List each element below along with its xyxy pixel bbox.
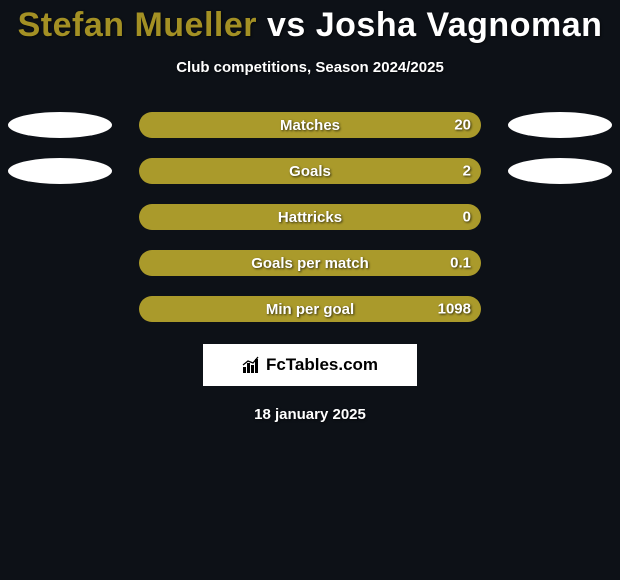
stat-row: Goals per match0.1	[0, 250, 620, 276]
stat-row: Matches20	[0, 112, 620, 138]
stat-value-right: 1098	[438, 301, 471, 318]
stat-bar: Min per goal	[139, 296, 481, 322]
stat-value-right: 20	[454, 117, 471, 134]
stat-label: Hattricks	[139, 204, 481, 230]
stat-value-right: 2	[463, 163, 471, 180]
stat-label: Goals	[139, 158, 481, 184]
bar-chart-icon	[242, 356, 262, 374]
page-title: Stefan Mueller vs Josha Vagnoman	[18, 6, 603, 45]
player2-name: Josha Vagnoman	[316, 6, 603, 44]
stat-bar: Goals per match	[139, 250, 481, 276]
left-marker	[8, 112, 112, 138]
vs-text: vs	[267, 6, 306, 44]
date-text: 18 january 2025	[254, 406, 366, 423]
stat-row: Hattricks0	[0, 204, 620, 230]
stat-value-right: 0	[463, 209, 471, 226]
comparison-card: Stefan Mueller vs Josha Vagnoman Club co…	[0, 0, 620, 580]
branding-text: FcTables.com	[266, 355, 378, 375]
left-marker	[8, 158, 112, 184]
stat-label: Matches	[139, 112, 481, 138]
stat-row: Goals2	[0, 158, 620, 184]
stat-bar: Hattricks	[139, 204, 481, 230]
stat-label: Min per goal	[139, 296, 481, 322]
stat-rows: Matches20Goals2Hattricks0Goals per match…	[0, 112, 620, 322]
right-marker	[508, 158, 612, 184]
stat-row: Min per goal1098	[0, 296, 620, 322]
stat-bar: Goals	[139, 158, 481, 184]
branding-box: FcTables.com	[203, 344, 417, 386]
stat-bar: Matches	[139, 112, 481, 138]
player1-name: Stefan Mueller	[18, 6, 257, 44]
stat-value-right: 0.1	[450, 255, 471, 272]
subtitle: Club competitions, Season 2024/2025	[176, 59, 444, 76]
right-marker	[508, 112, 612, 138]
stat-label: Goals per match	[139, 250, 481, 276]
branding-inner: FcTables.com	[205, 346, 415, 384]
